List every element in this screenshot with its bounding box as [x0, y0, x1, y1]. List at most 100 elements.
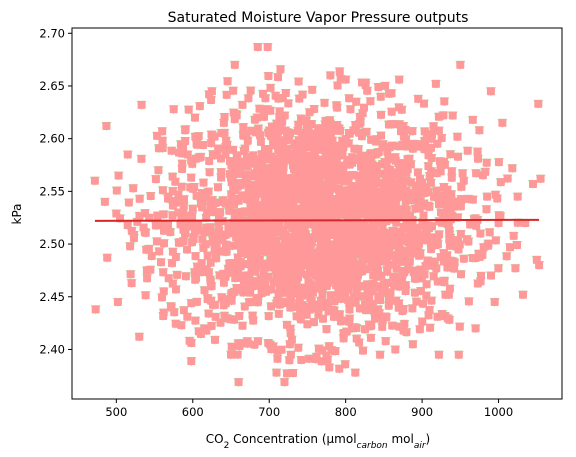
scatter-point	[241, 243, 250, 252]
scatter-point	[146, 192, 155, 200]
scatter-point	[376, 92, 385, 101]
scatter-point	[363, 86, 372, 95]
scatter-point	[281, 126, 290, 135]
scatter-point	[177, 182, 186, 191]
scatter-point	[398, 270, 407, 279]
scatter-point	[341, 293, 350, 302]
scatter-point	[233, 350, 242, 359]
scatter-point	[381, 337, 390, 346]
scatter-point	[227, 293, 236, 302]
scatter-point	[245, 298, 254, 307]
scatter-point	[283, 197, 292, 206]
scatter-point	[482, 205, 491, 214]
scatter-point	[221, 143, 230, 152]
scatter-point	[294, 343, 303, 352]
scatter-point	[345, 305, 354, 314]
scatter-point	[335, 67, 344, 76]
scatter-point	[207, 130, 216, 139]
scatter-point	[427, 143, 435, 152]
scatter-point	[147, 252, 156, 260]
scatter-point	[302, 158, 310, 167]
scatter-point	[394, 142, 403, 151]
scatter-point	[397, 127, 405, 136]
scatter-point	[366, 333, 375, 342]
scatter-point	[371, 198, 380, 207]
scatter-point	[347, 324, 356, 333]
scatter-point	[280, 279, 289, 288]
scatter-point	[374, 83, 383, 91]
scatter-point	[401, 287, 410, 295]
scatter-point	[294, 126, 302, 135]
scatter-point	[211, 335, 219, 344]
scatter-point	[310, 318, 318, 327]
scatter-point	[471, 214, 480, 223]
scatter-point	[278, 243, 287, 252]
scatter-point	[421, 262, 430, 271]
scatter-point	[389, 251, 398, 260]
scatter-point	[267, 233, 276, 242]
scatter-point	[529, 180, 537, 188]
scatter-point	[422, 132, 431, 140]
scatter-point	[412, 274, 421, 283]
scatter-point	[286, 211, 295, 220]
scatter-point	[370, 222, 379, 231]
scatter-point	[287, 290, 296, 299]
scatter-point	[442, 258, 451, 267]
scatter-point	[127, 279, 136, 288]
scatter-point	[201, 193, 210, 202]
scatter-point	[394, 303, 403, 312]
scatter-point	[446, 233, 455, 242]
scatter-point	[406, 226, 415, 235]
scatter-point	[274, 73, 282, 82]
scatter-point	[392, 296, 400, 305]
scatter-point	[390, 281, 399, 290]
scatter-point	[386, 288, 395, 297]
scatter-point	[141, 291, 150, 300]
scatter-point	[126, 270, 135, 279]
scatter-point	[235, 236, 244, 245]
scatter-point	[283, 146, 292, 155]
scatter-point	[368, 210, 377, 219]
scatter-point	[371, 314, 379, 323]
scatter-point	[472, 169, 481, 178]
scatter-point	[314, 302, 323, 311]
scatter-point	[494, 264, 503, 273]
scatter-point	[307, 189, 316, 198]
scatter-point	[319, 133, 328, 142]
scatter-point	[355, 338, 364, 347]
scatter-point	[135, 332, 144, 341]
scatter-point	[424, 162, 433, 171]
scatter-point	[207, 139, 216, 148]
scatter-point	[197, 259, 206, 268]
scatter-point	[419, 299, 427, 308]
scatter-point	[167, 146, 176, 155]
scatter-point	[431, 79, 440, 88]
scatter-point	[113, 298, 122, 306]
scatter-point	[207, 282, 216, 291]
scatter-point	[91, 305, 100, 314]
scatter-point	[289, 175, 298, 184]
scatter-point	[248, 194, 257, 203]
scatter-point	[249, 241, 258, 250]
scatter-point	[431, 126, 440, 135]
scatter-point	[459, 254, 468, 263]
scatter-point	[369, 287, 378, 295]
scatter-point	[222, 136, 231, 145]
scatter-point	[332, 141, 341, 150]
scatter-point	[151, 221, 160, 230]
scatter-point	[243, 250, 252, 259]
scatter-point	[294, 77, 303, 86]
scatter-point	[414, 94, 423, 103]
scatter-point	[303, 132, 312, 141]
scatter-point	[197, 268, 206, 277]
scatter-point	[294, 228, 303, 237]
scatter-point	[314, 310, 323, 319]
scatter-point	[376, 350, 385, 359]
scatter-point	[221, 272, 230, 281]
scatter-point	[399, 326, 408, 335]
scatter-point	[228, 176, 237, 185]
scatter-point	[287, 281, 296, 290]
scatter-point	[405, 257, 414, 266]
scatter-point	[362, 167, 371, 176]
scatter-point	[196, 152, 205, 161]
